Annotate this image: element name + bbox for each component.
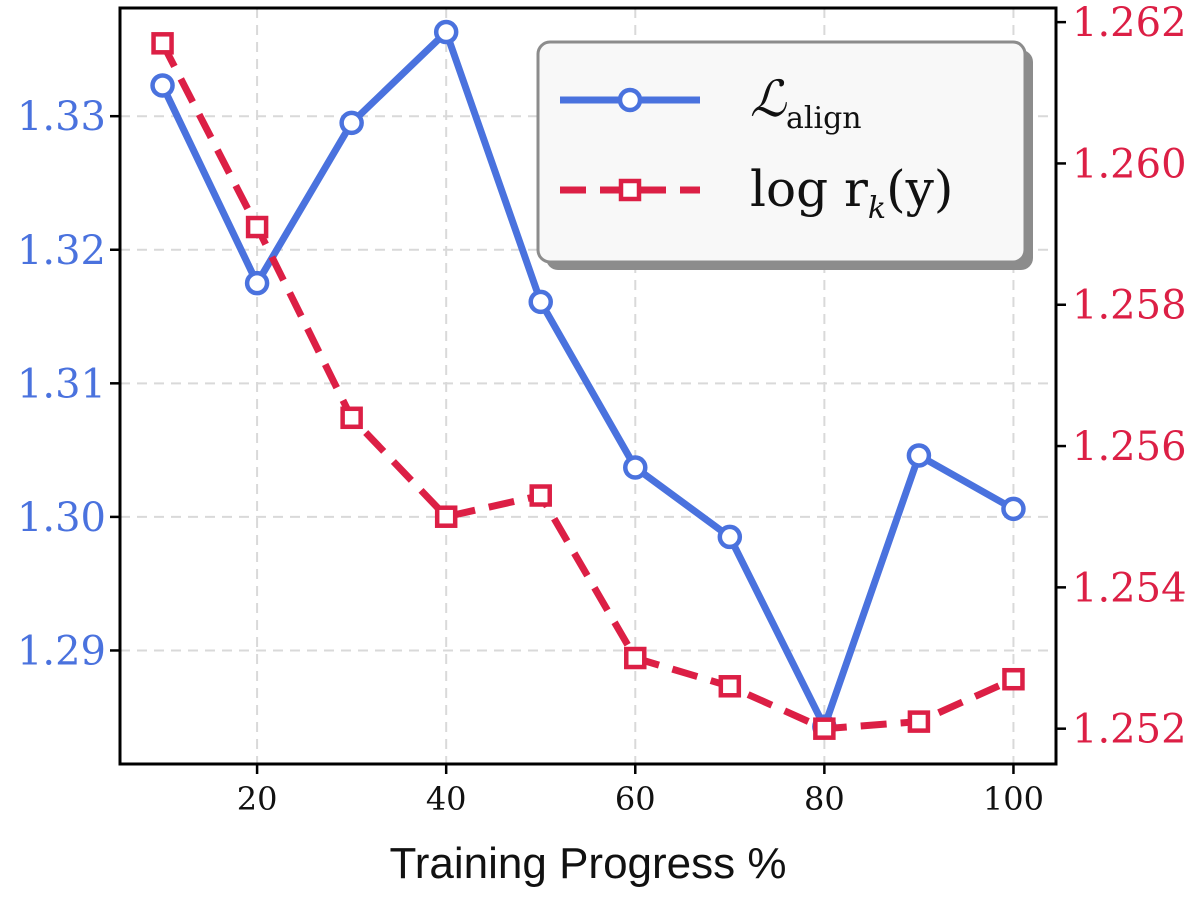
y-right-tick-label: 1.252 xyxy=(1072,707,1187,753)
data-point-circle xyxy=(244,270,270,296)
y-left-tick-label: 1.33 xyxy=(17,94,106,140)
data-point-square xyxy=(151,32,174,55)
y-right-tick-label: 1.262 xyxy=(1072,0,1187,46)
y-right-tick-label: 1.258 xyxy=(1072,283,1187,329)
x-axis-label: Training Progress % xyxy=(390,839,787,888)
data-point-circle xyxy=(528,289,553,315)
series-line-left xyxy=(159,28,1016,731)
data-point-square xyxy=(434,505,458,528)
legend: ℒalign log rk(y) xyxy=(536,40,1033,270)
x-tick-label: 80 xyxy=(804,780,845,818)
data-point-circle xyxy=(1001,496,1026,522)
x-tick-label: 60 xyxy=(615,780,656,818)
x-tick-label: 20 xyxy=(237,780,278,818)
y-right-tick-label: 1.256 xyxy=(1072,424,1187,470)
data-point-square xyxy=(624,646,647,670)
data-point-circle xyxy=(339,110,364,136)
data-point-circle xyxy=(717,524,743,550)
data-point-square xyxy=(529,484,552,507)
data-point-square xyxy=(718,675,742,698)
x-tick-label: 100 xyxy=(983,780,1044,818)
plot-frame xyxy=(118,6,1058,766)
data-point-circle xyxy=(433,19,459,45)
data-point-square xyxy=(1002,667,1025,691)
x-tick-label: 40 xyxy=(426,780,467,818)
data-point-square xyxy=(245,215,269,239)
data-point-square xyxy=(907,710,931,733)
data-point-circle xyxy=(623,455,648,480)
axes: 20 40 60 80 100 1.29 1.30 1.31 1.32 1.33 1.252 1.25… xyxy=(17,0,1187,818)
y-right-tick-label: 1.260 xyxy=(1072,141,1187,187)
series-line-right xyxy=(159,41,1015,733)
data-point-square xyxy=(340,406,363,430)
series-layer xyxy=(150,19,1026,740)
legend-marker-circle xyxy=(617,87,643,113)
data-point-square xyxy=(813,717,836,740)
y-left-tick-label: 1.31 xyxy=(17,361,106,407)
data-point-circle xyxy=(906,443,932,468)
y-right-tick-label: 1.254 xyxy=(1072,565,1187,611)
y-left-tick-label: 1.29 xyxy=(17,628,106,674)
legend-label-left: ℒalign xyxy=(750,70,862,136)
legend-marker-square xyxy=(618,178,642,202)
legend-items: ℒalign log rk(y) xyxy=(560,70,953,226)
y-left-tick-label: 1.30 xyxy=(17,495,106,541)
data-point-circle xyxy=(150,73,175,98)
legend-label-right: log rk(y) xyxy=(750,160,953,226)
y-left-tick-label: 1.32 xyxy=(17,228,106,274)
